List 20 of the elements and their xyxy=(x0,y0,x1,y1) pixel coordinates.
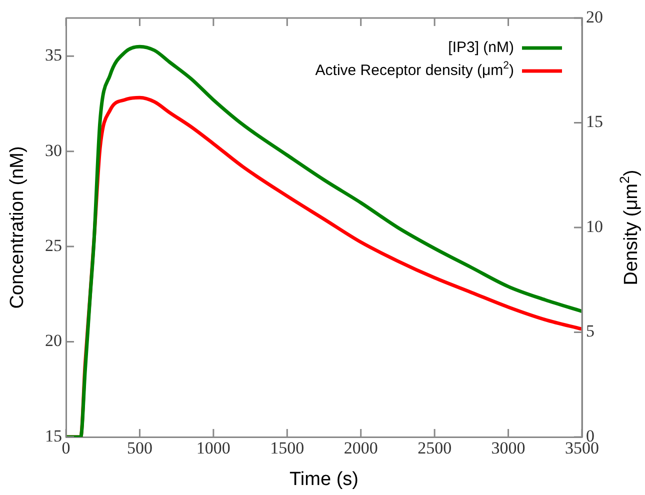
x-tick-label: 500 xyxy=(126,438,152,458)
y-tick-label: 30 xyxy=(45,140,62,160)
x-tick-label: 2500 xyxy=(418,438,452,458)
y-tick-label: 20 xyxy=(45,331,62,350)
y2-tick-label: 20 xyxy=(586,7,603,26)
y-axis-title: Concentration (nM) xyxy=(7,146,28,309)
y2-tick-label: 10 xyxy=(586,216,603,236)
x-tick-label: 1500 xyxy=(270,438,304,458)
x-tick-label: 1000 xyxy=(196,438,230,458)
y2-axis-title: Density (μm2) xyxy=(617,170,642,286)
x-tick-label: 3000 xyxy=(491,438,526,458)
legend-label: [IP3] (nM) xyxy=(448,39,514,56)
x-tick-label: 2000 xyxy=(344,438,378,458)
x-axis-title: Time (s) xyxy=(290,469,358,490)
y2-tick-label: 5 xyxy=(586,322,594,341)
y-tick-label: 15 xyxy=(45,426,62,446)
y-tick-label: 25 xyxy=(45,236,62,256)
x-tick-label: 0 xyxy=(62,438,70,458)
y-tick-label: 35 xyxy=(45,46,62,65)
y2-tick-label: 15 xyxy=(586,112,603,132)
